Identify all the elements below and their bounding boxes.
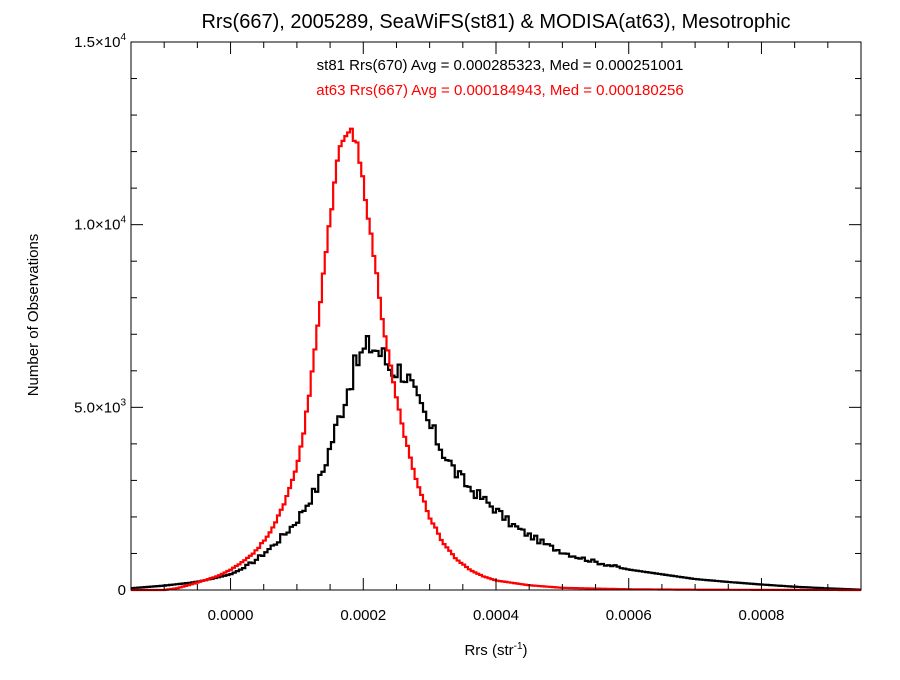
x-axis-label-end: ) [523, 642, 528, 659]
x-axis-label: Rrs (str-1) [464, 641, 527, 659]
y-tick-label-base: 0 [118, 582, 126, 599]
series-line-at63 [131, 127, 861, 592]
chart-title: Rrs(667), 2005289, SeaWiFS(st81) & MODIS… [201, 11, 790, 33]
x-axis: 0.0000 0.0002 0.0004 0.0006 0.0008 [163, 42, 862, 624]
annotation-st81: st81 Rrs(670) Avg = 0.000285323, Med = 0… [317, 57, 684, 74]
y-tick-label-exponent: 3 [120, 397, 126, 408]
y-tick-label-base: 1.0×10 [74, 217, 120, 234]
x-axis-label-base: Rrs (str [464, 642, 513, 659]
y-tick-label-base: 5.0×10 [74, 399, 120, 416]
x-tick-label: 0.0006 [606, 607, 652, 624]
y-tick-label-exponent: 4 [120, 215, 126, 226]
x-tick-label: 0.0000 [208, 607, 254, 624]
series-line-st81 [131, 335, 861, 591]
x-tick-label: 0.0004 [473, 607, 519, 624]
y-tick-label: 1.5×104 [74, 32, 126, 51]
y-tick-label: 5.0×103 [74, 397, 126, 416]
plot-area [130, 41, 862, 592]
y-tick-label-exponent: 4 [120, 32, 126, 43]
y-tick-label-base: 1.5×10 [74, 34, 120, 51]
y-tick-label: 1.0×104 [74, 215, 126, 234]
y-axis-label: Number of Observations [25, 234, 42, 397]
x-axis-label-sup: -1 [514, 641, 523, 652]
y-tick-label: 0 [118, 582, 126, 599]
annotation-at63: at63 Rrs(667) Avg = 0.000184943, Med = 0… [316, 82, 684, 99]
x-tick-label: 0.0008 [739, 607, 785, 624]
x-tick-label: 0.0002 [340, 607, 386, 624]
